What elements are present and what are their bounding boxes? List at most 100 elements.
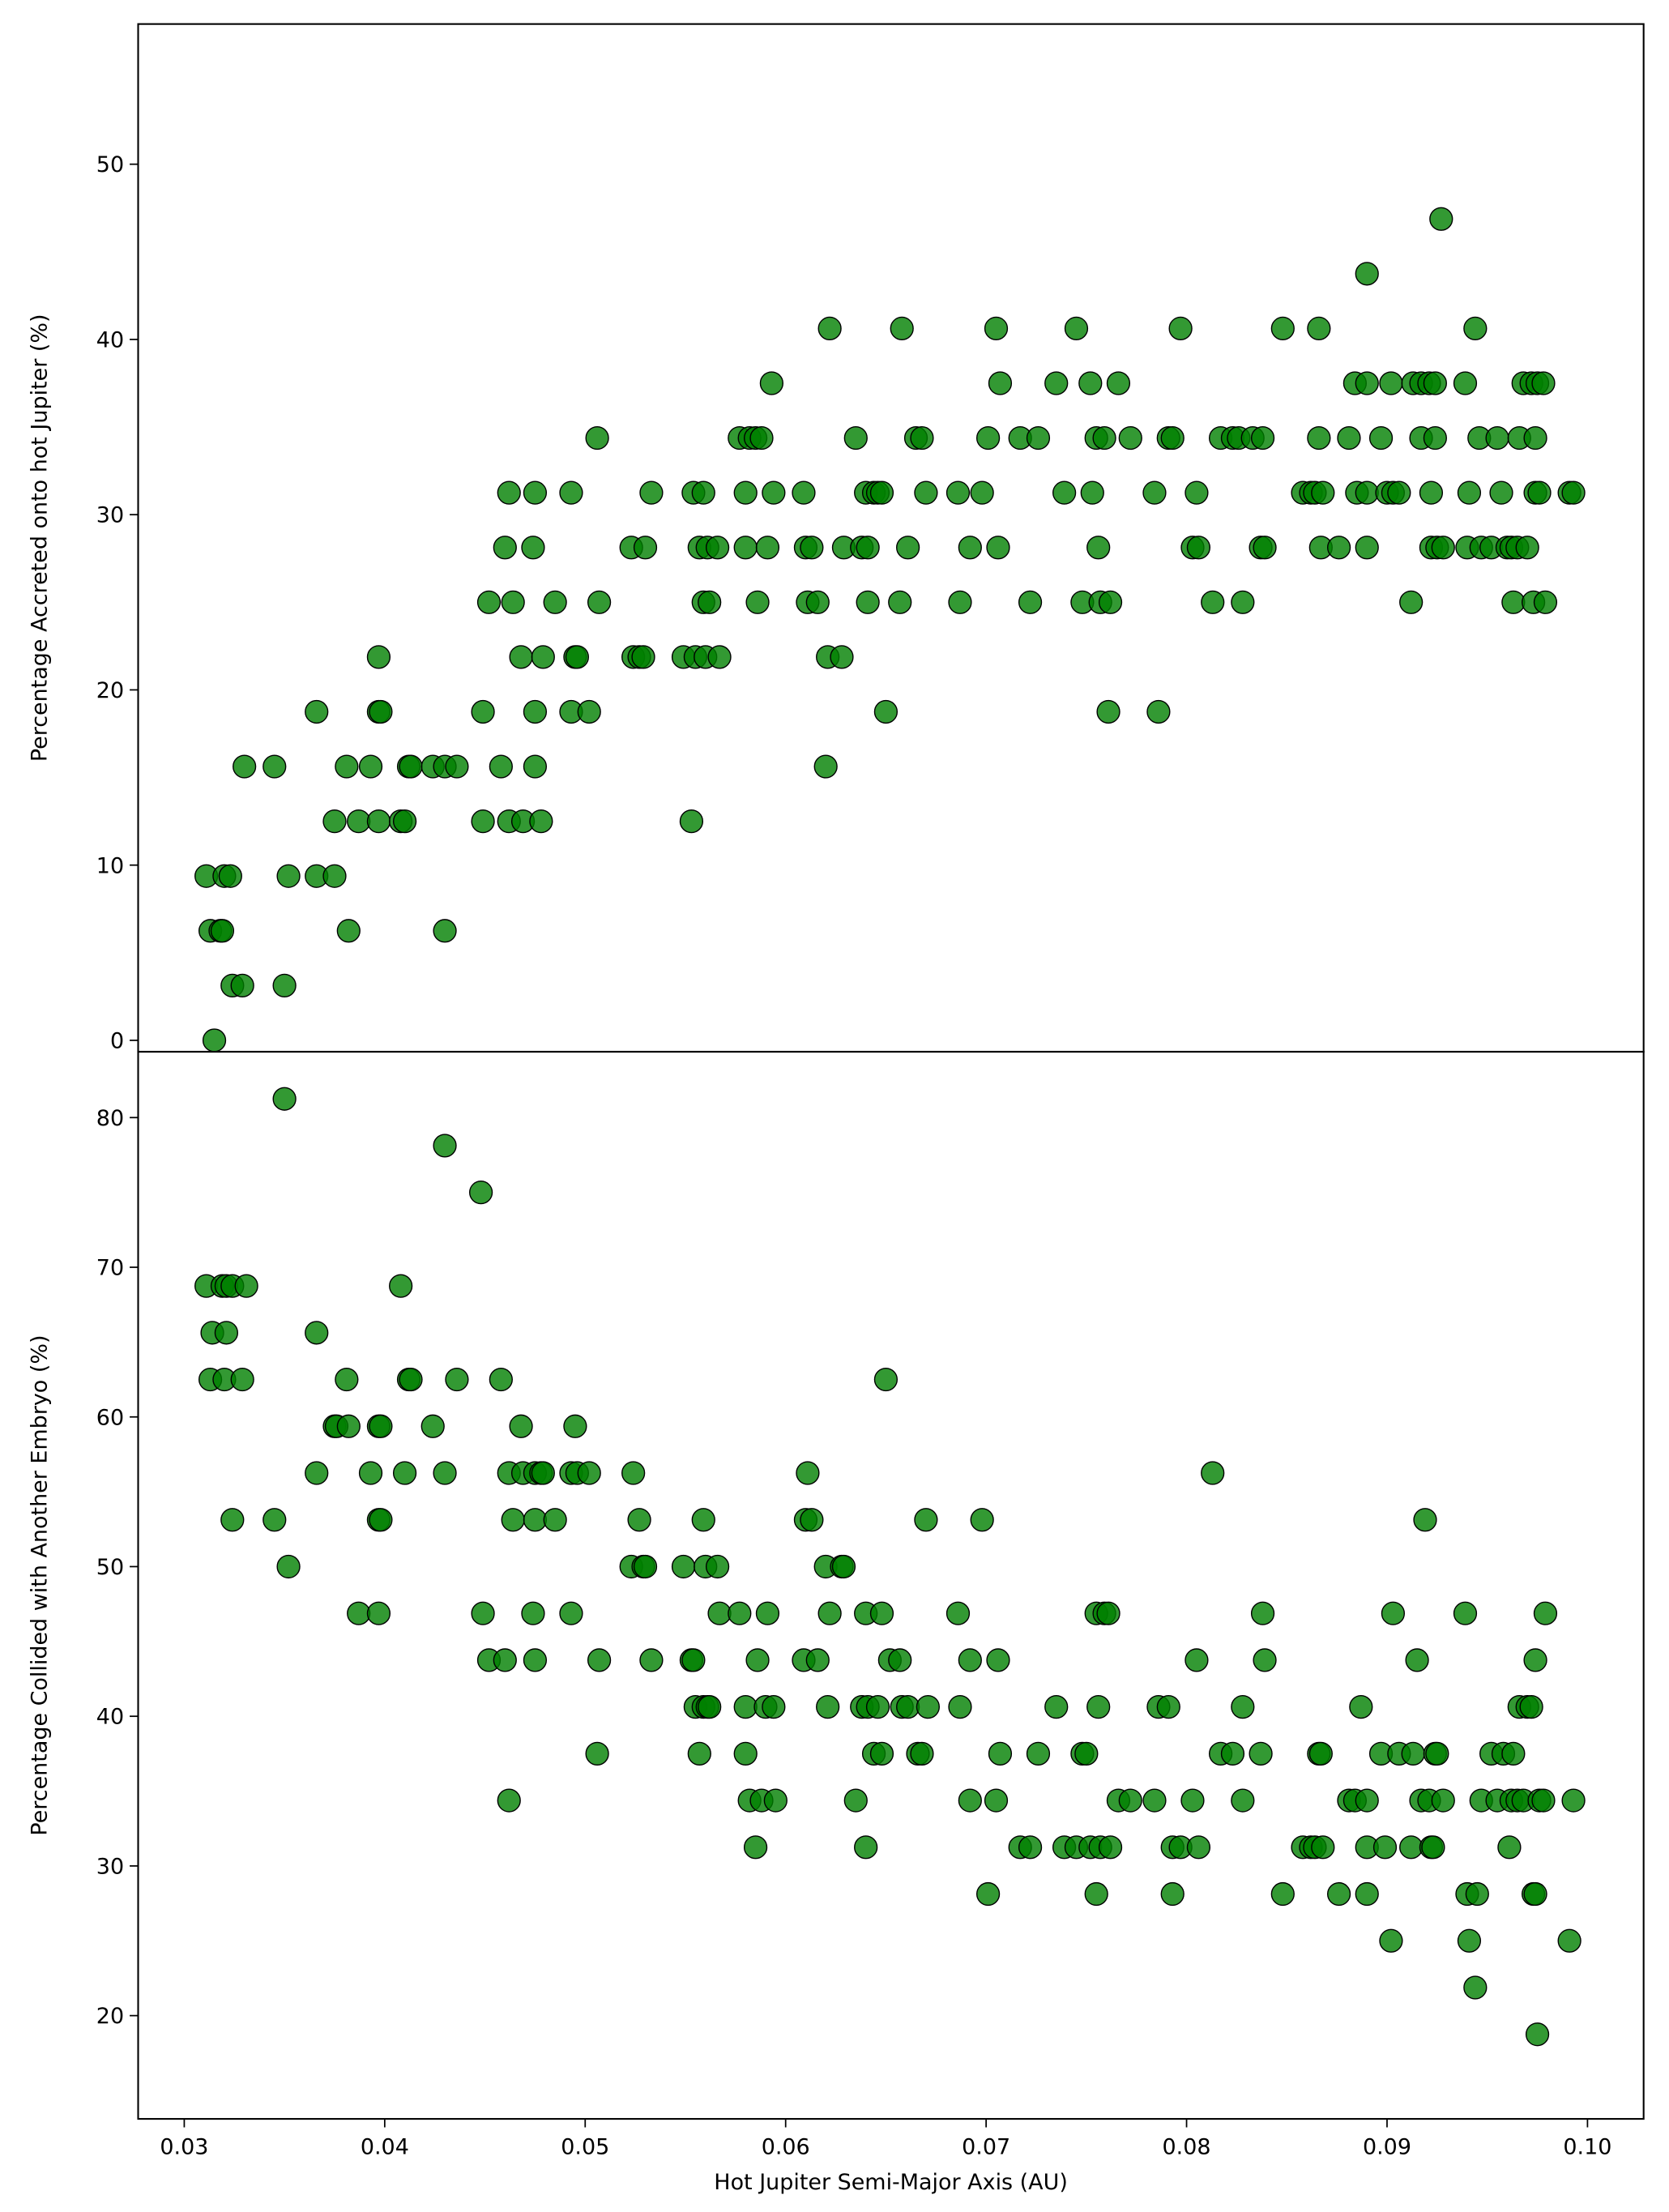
data-point [916, 1695, 940, 1719]
data-point [873, 699, 899, 724]
y-tick-label: 80 [96, 1106, 124, 1131]
data-point [1307, 425, 1331, 451]
data-point [585, 425, 609, 451]
data-point [1421, 1835, 1445, 1860]
data-point [888, 590, 912, 614]
y-tick-label: 20 [96, 678, 124, 703]
data-point [698, 1695, 722, 1719]
data-point [214, 1321, 238, 1345]
data-point [468, 1181, 493, 1205]
data-point [1156, 1695, 1180, 1719]
data-point [563, 1414, 587, 1438]
data-point [759, 371, 783, 395]
data-point [631, 645, 655, 669]
data-point [1463, 1975, 1488, 2000]
data-point [873, 1367, 899, 1392]
data-point [948, 590, 972, 614]
data-point [869, 1741, 894, 1766]
data-point [1044, 1695, 1069, 1719]
data-point [948, 1695, 972, 1719]
data-point [399, 754, 423, 779]
data-point [762, 480, 786, 505]
data-point [1413, 1508, 1437, 1532]
data-point [543, 590, 567, 614]
data-point [890, 316, 914, 341]
data-point [1018, 1835, 1043, 1860]
data-point [755, 1601, 780, 1625]
x-tick-label: 0.06 [762, 2135, 810, 2160]
data-point [762, 1695, 786, 1719]
data-point [1419, 480, 1444, 505]
data-point [733, 1741, 758, 1766]
x-tick-label: 0.10 [1563, 2135, 1611, 2160]
data-point [218, 864, 242, 888]
data-point [988, 371, 1013, 395]
data-point [1497, 1835, 1522, 1860]
data-point [336, 919, 361, 943]
data-point [1044, 371, 1069, 395]
data-point [202, 1028, 227, 1053]
data-point [1201, 1461, 1225, 1485]
data-point [1399, 1835, 1424, 1860]
data-point [389, 1274, 413, 1298]
data-point [366, 809, 391, 834]
data-point [263, 754, 287, 779]
data-point [493, 536, 517, 560]
data-point [1142, 1788, 1167, 1813]
data-point [792, 480, 816, 505]
data-point [1387, 480, 1411, 505]
data-point [1052, 480, 1077, 505]
data-point [1431, 1788, 1455, 1813]
data-point [1186, 1835, 1211, 1860]
data-point [433, 1461, 457, 1485]
data-point [843, 1788, 868, 1813]
data-point [489, 1367, 513, 1392]
data-point [497, 1788, 521, 1813]
data-point [970, 480, 994, 505]
data-point [420, 1414, 445, 1438]
data-point [691, 480, 715, 505]
y-tick-label: 0 [110, 1029, 124, 1054]
data-point [1096, 1601, 1120, 1625]
data-point [830, 645, 854, 669]
y-axis-label: Percentage Collided with Another Embryo … [27, 1334, 52, 1835]
data-point [621, 1461, 646, 1485]
x-tick-label: 0.09 [1363, 2135, 1411, 2160]
data-point [559, 1601, 583, 1625]
data-point [1453, 1601, 1478, 1625]
data-point [1074, 1741, 1099, 1766]
data-point [896, 1695, 920, 1719]
data-point [728, 1601, 752, 1625]
data-point [276, 864, 301, 888]
data-point [1561, 480, 1586, 505]
data-point [1185, 480, 1209, 505]
data-point [1355, 371, 1379, 395]
data-point [358, 754, 383, 779]
data-point [1253, 1648, 1277, 1672]
data-point [639, 480, 664, 505]
data-point [1501, 1741, 1526, 1766]
data-point [1423, 425, 1447, 451]
data-point [445, 1367, 469, 1392]
data-point [745, 1648, 770, 1672]
data-point [234, 1274, 258, 1298]
data-point [1078, 371, 1103, 395]
data-point [336, 1414, 361, 1438]
data-point [1253, 536, 1277, 560]
data-point [910, 1741, 934, 1766]
data-point [1096, 699, 1120, 724]
data-point [988, 1741, 1013, 1766]
y-tick-label: 60 [96, 1405, 124, 1430]
data-point [1355, 1788, 1379, 1813]
data-point [1453, 371, 1478, 395]
data-point [501, 590, 525, 614]
data-point [335, 754, 359, 779]
data-point [501, 1508, 525, 1532]
data-point [1523, 425, 1547, 451]
data-point [529, 809, 553, 834]
data-point [433, 1134, 457, 1158]
data-point [813, 754, 838, 779]
data-point [1098, 590, 1123, 614]
data-point [210, 919, 235, 943]
data-point [805, 1648, 830, 1672]
